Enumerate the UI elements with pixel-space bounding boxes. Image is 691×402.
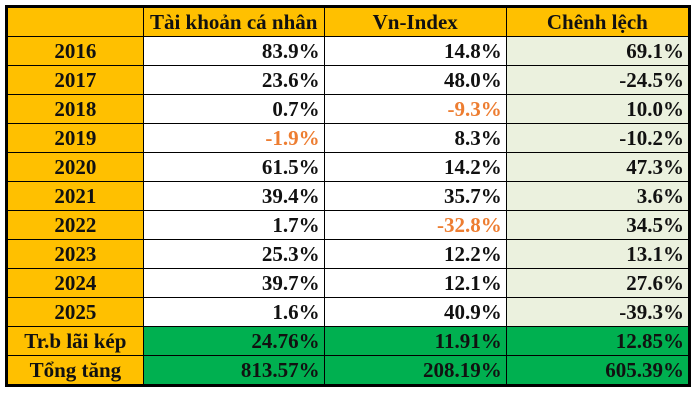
vnindex-cell: 40.9%: [323, 297, 507, 327]
table-row: 2019 -1.9% 8.3% -10.2%: [6, 123, 691, 153]
account-cell: 24.76%: [142, 326, 325, 356]
diff-cell: 3.6%: [505, 181, 691, 211]
header-diff: Chênh lệch: [505, 6, 691, 37]
vnindex-cell: 11.91%: [323, 326, 507, 356]
diff-cell: 34.5%: [505, 210, 691, 240]
account-cell: 23.6%: [142, 65, 325, 95]
vnindex-cell: 208.19%: [323, 355, 507, 386]
year-cell: 2020: [6, 152, 144, 182]
table-row: 2020 61.5% 14.2% 47.3%: [6, 152, 691, 182]
account-cell: 813.57%: [142, 355, 325, 386]
account-cell: 25.3%: [142, 239, 325, 269]
table-row: 2021 39.4% 35.7% 3.6%: [6, 181, 691, 211]
vnindex-cell-negative: -32.8%: [323, 210, 507, 240]
account-cell-negative: -1.9%: [142, 123, 325, 153]
vnindex-cell: 48.0%: [323, 65, 507, 95]
summary-label: Tổng tăng: [6, 355, 144, 386]
table-row: 2024 39.7% 12.1% 27.6%: [6, 268, 691, 298]
year-cell: 2023: [6, 239, 144, 269]
year-cell: 2019: [6, 123, 144, 153]
year-cell: 2017: [6, 65, 144, 95]
year-cell: 2024: [6, 268, 144, 298]
vnindex-cell: 12.2%: [323, 239, 507, 269]
diff-cell: -10.2%: [505, 123, 691, 153]
account-cell: 61.5%: [142, 152, 325, 182]
table-row: 2022 1.7% -32.8% 34.5%: [6, 210, 691, 240]
account-cell: 0.7%: [142, 94, 325, 124]
vnindex-cell: 14.8%: [323, 36, 507, 66]
table-row: 2023 25.3% 12.2% 13.1%: [6, 239, 691, 269]
diff-cell: 13.1%: [505, 239, 691, 269]
header-row: Tài khoản cá nhân Vn-Index Chênh lệch: [6, 6, 691, 37]
year-cell: 2021: [6, 181, 144, 211]
diff-cell: 47.3%: [505, 152, 691, 182]
summary-row-cagr: Tr.b lãi kép 24.76% 11.91% 12.85%: [6, 326, 691, 356]
vnindex-cell: 14.2%: [323, 152, 507, 182]
summary-row-total: Tổng tăng 813.57% 208.19% 605.39%: [6, 355, 691, 386]
year-cell: 2022: [6, 210, 144, 240]
diff-cell: 12.85%: [505, 326, 691, 356]
vnindex-cell: 12.1%: [323, 268, 507, 298]
header-vnindex: Vn-Index: [323, 6, 507, 37]
table-row: 2017 23.6% 48.0% -24.5%: [6, 65, 691, 95]
table-row: 2025 1.6% 40.9% -39.3%: [6, 297, 691, 327]
header-corner: [6, 6, 144, 37]
table-row: 2016 83.9% 14.8% 69.1%: [6, 36, 691, 66]
account-cell: 39.4%: [142, 181, 325, 211]
year-cell: 2018: [6, 94, 144, 124]
vnindex-cell-negative: -9.3%: [323, 94, 507, 124]
diff-cell: 27.6%: [505, 268, 691, 298]
year-cell: 2025: [6, 297, 144, 327]
account-cell: 1.6%: [142, 297, 325, 327]
vnindex-cell: 8.3%: [323, 123, 507, 153]
account-cell: 1.7%: [142, 210, 325, 240]
summary-label: Tr.b lãi kép: [6, 326, 144, 356]
diff-cell: 69.1%: [505, 36, 691, 66]
header-account: Tài khoản cá nhân: [142, 6, 325, 37]
vnindex-cell: 35.7%: [323, 181, 507, 211]
year-cell: 2016: [6, 36, 144, 66]
table-row: 2018 0.7% -9.3% 10.0%: [6, 94, 691, 124]
account-cell: 39.7%: [142, 268, 325, 298]
diff-cell: -39.3%: [505, 297, 691, 327]
returns-comparison-table: Tài khoản cá nhân Vn-Index Chênh lệch 20…: [5, 5, 691, 387]
diff-cell: 605.39%: [505, 355, 691, 386]
diff-cell: 10.0%: [505, 94, 691, 124]
diff-cell: -24.5%: [505, 65, 691, 95]
account-cell: 83.9%: [142, 36, 325, 66]
